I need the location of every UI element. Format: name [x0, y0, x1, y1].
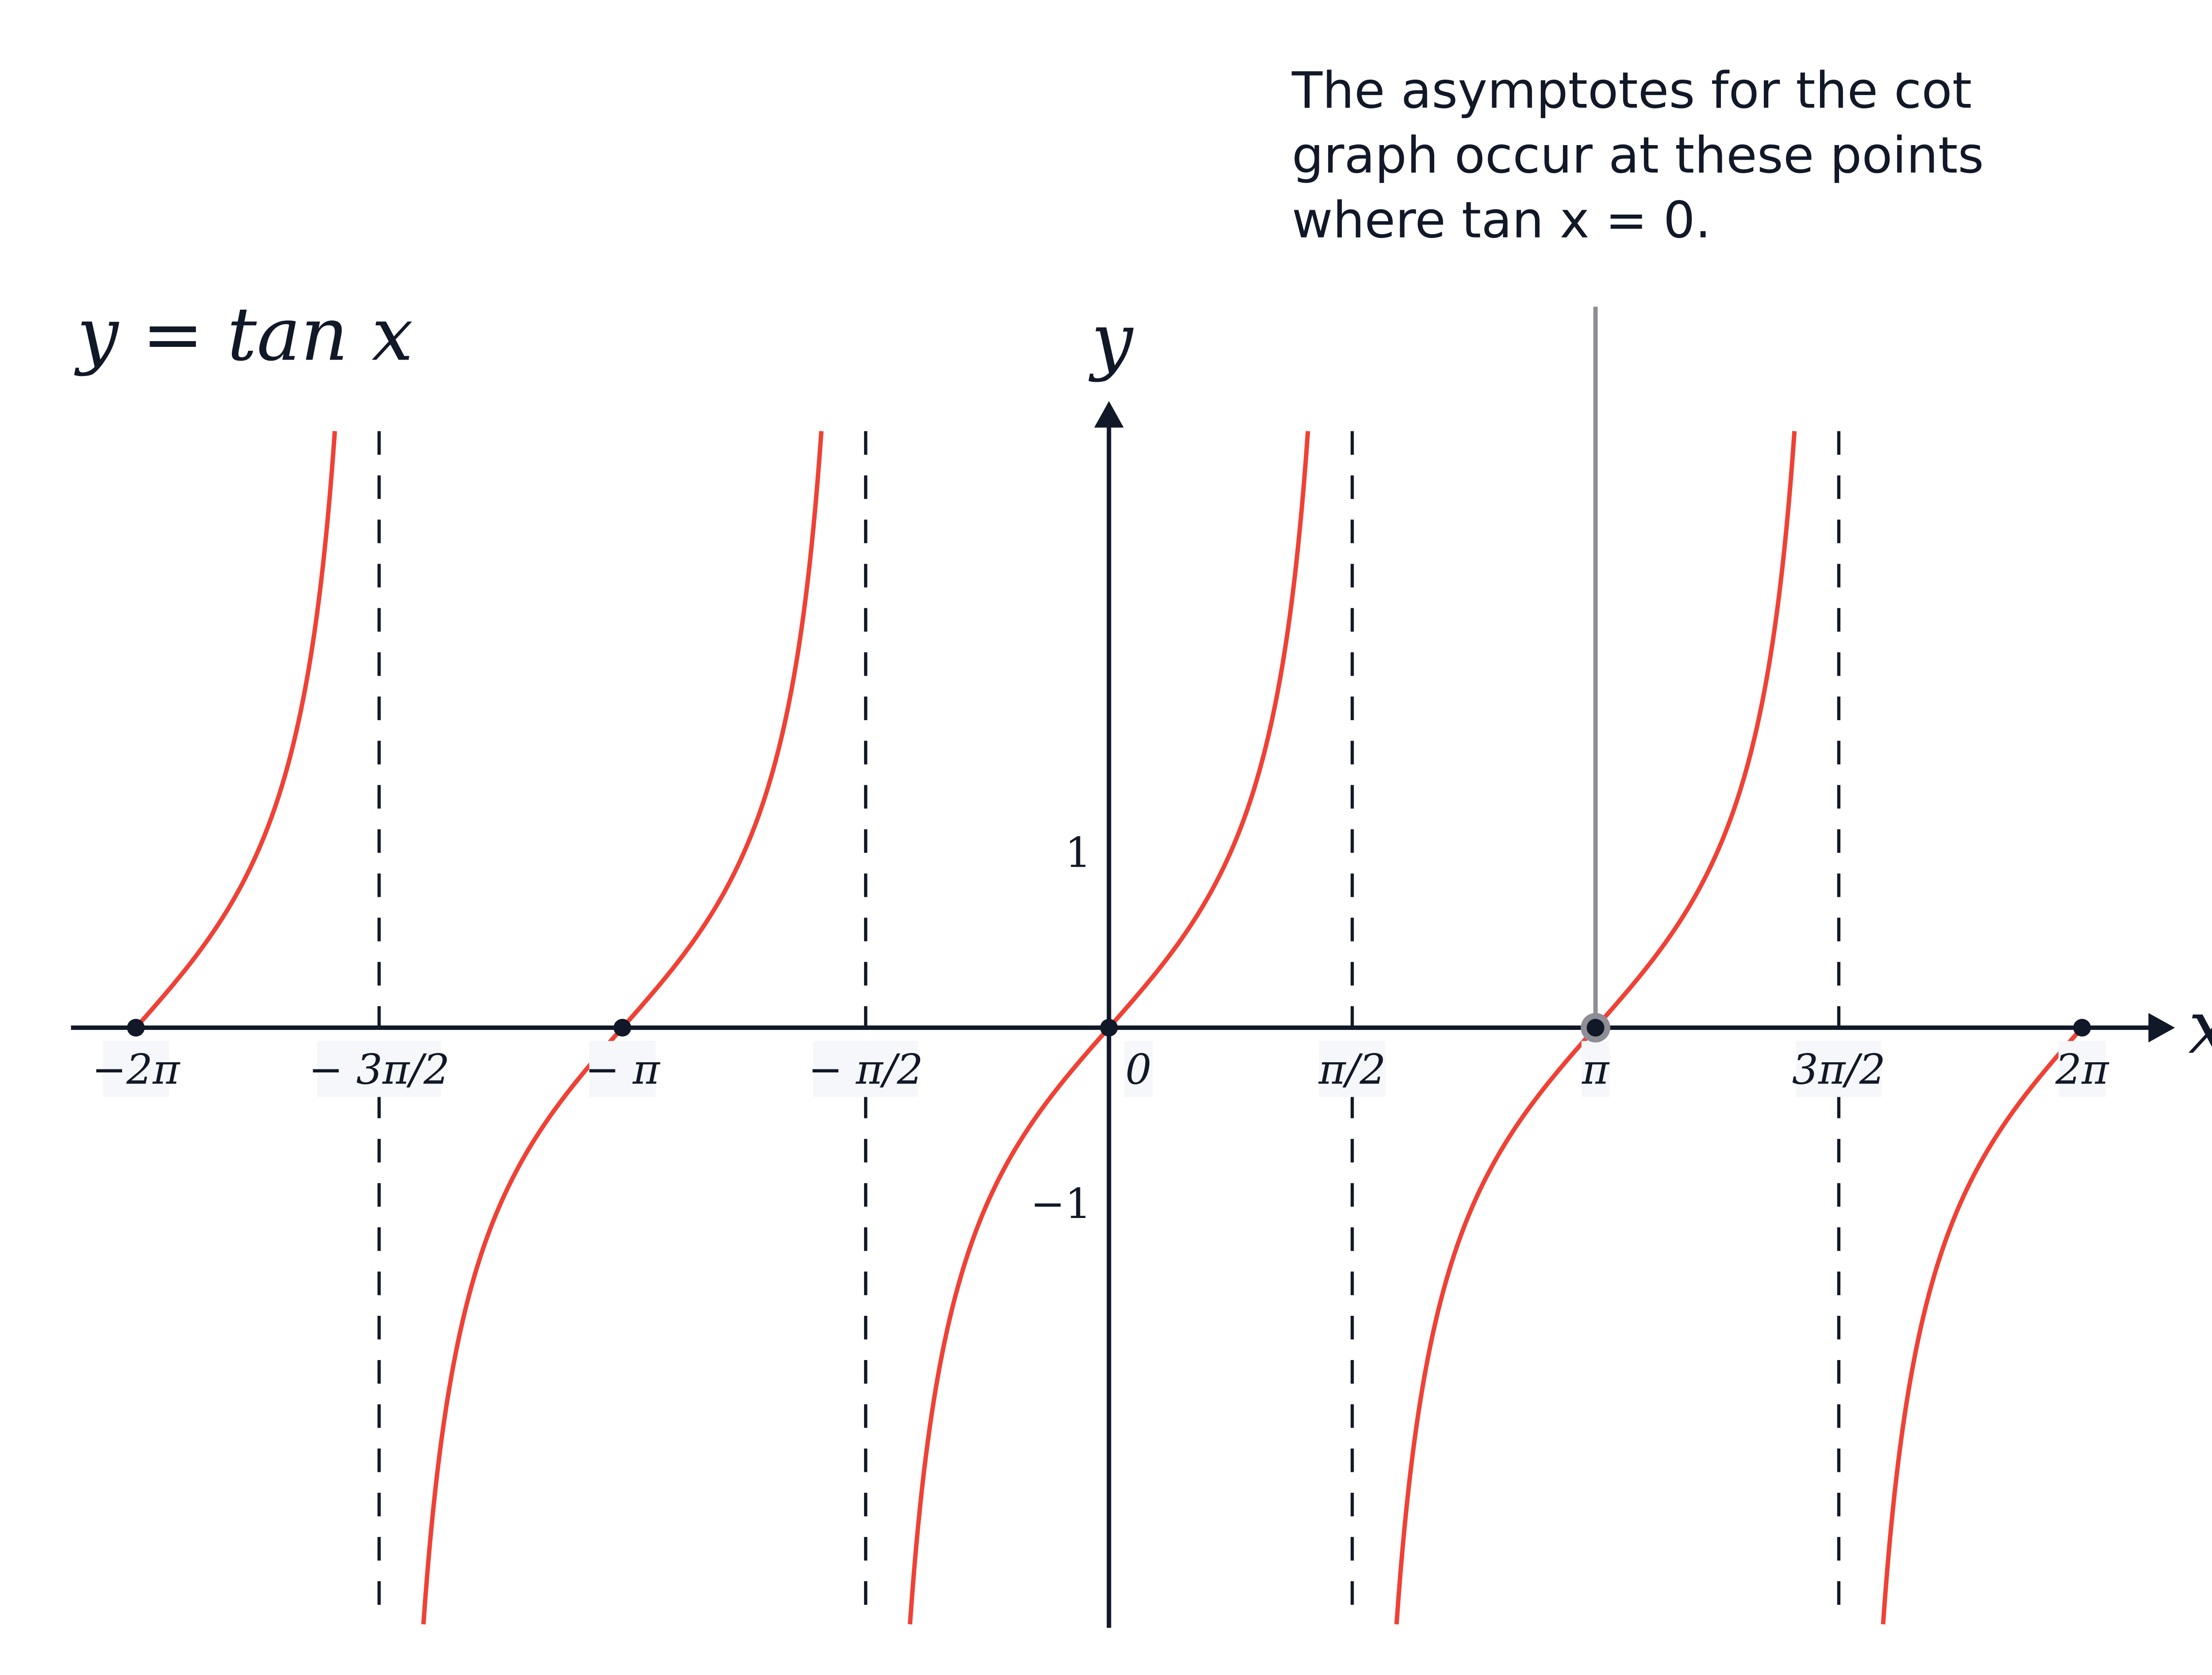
annotation-line-2: graph occur at these points: [1292, 126, 1984, 184]
x-tick-label: − π: [585, 1046, 661, 1094]
zero-point: [613, 1018, 631, 1037]
y-tick-label: 1: [1065, 829, 1091, 877]
annotation-line-3: where tan x = 0.: [1292, 191, 1711, 250]
zero-point: [1100, 1018, 1118, 1037]
y-axis-label: y: [1088, 298, 1134, 384]
x-tick-label: 2π: [2055, 1046, 2109, 1094]
x-tick-label-bg: [317, 1041, 441, 1097]
x-tick-label-bg: [1581, 1041, 1610, 1097]
x-tick-label-bg: [1124, 1041, 1152, 1097]
tan-branch: [134, 431, 337, 1030]
x-tick-label: − 3π/2: [308, 1046, 449, 1094]
y-tick-label: −1: [1030, 1180, 1091, 1228]
zero-point: [2073, 1018, 2091, 1037]
zero-point: [127, 1018, 145, 1037]
x-tick-label: −2π: [92, 1046, 181, 1094]
y-axis-arrow-icon: [1094, 401, 1124, 428]
x-axis-arrow-icon: [2148, 1013, 2175, 1043]
x-tick-label: π/2: [1318, 1046, 1386, 1094]
x-tick-label-bg: [1319, 1041, 1386, 1097]
x-tick-label-bg: [2058, 1041, 2106, 1097]
x-tick-label: 3π/2: [1792, 1046, 1886, 1094]
x-axis-label: x: [2188, 985, 2212, 1071]
x-tick-label: 0: [1125, 1046, 1152, 1094]
x-tick-label-bg: [813, 1041, 918, 1097]
zero-point: [1586, 1018, 1605, 1037]
x-tick-label-bg: [1796, 1041, 1882, 1097]
x-tick-label: π: [1582, 1046, 1610, 1094]
x-tick-label-bg: [103, 1041, 169, 1097]
chart-title: y = tan x: [74, 292, 413, 377]
x-tick-label: − π/2: [808, 1046, 923, 1094]
x-tick-label-bg: [589, 1041, 656, 1097]
tan-branch: [1881, 1026, 2084, 1625]
annotation-line-1: The asymptotes for the cot: [1291, 61, 1972, 119]
